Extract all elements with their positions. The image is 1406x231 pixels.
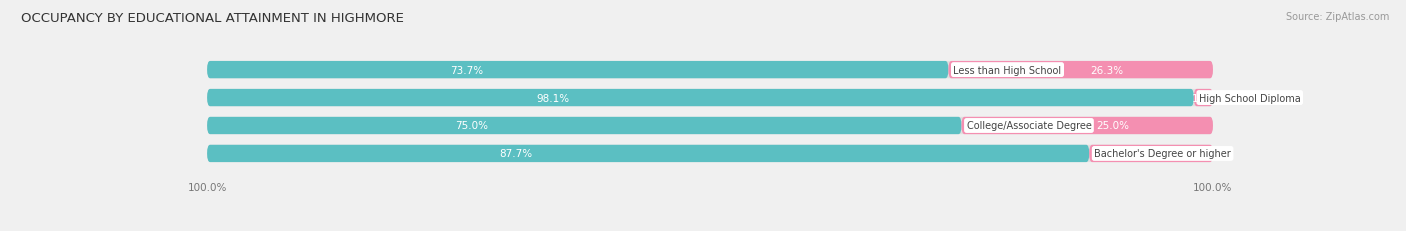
FancyBboxPatch shape (207, 145, 1090, 162)
Text: OCCUPANCY BY EDUCATIONAL ATTAINMENT IN HIGHMORE: OCCUPANCY BY EDUCATIONAL ATTAINMENT IN H… (21, 12, 404, 24)
Text: 73.7%: 73.7% (450, 65, 484, 75)
Text: College/Associate Degree: College/Associate Degree (966, 121, 1091, 131)
Text: High School Diploma: High School Diploma (1199, 93, 1301, 103)
Text: 87.7%: 87.7% (499, 149, 533, 159)
Text: 26.3%: 26.3% (1091, 65, 1123, 75)
Text: Bachelor's Degree or higher: Bachelor's Degree or higher (1094, 149, 1232, 159)
FancyBboxPatch shape (207, 89, 1194, 107)
FancyBboxPatch shape (207, 62, 1213, 79)
FancyBboxPatch shape (207, 89, 1213, 107)
FancyBboxPatch shape (1090, 145, 1213, 162)
Text: 98.1%: 98.1% (536, 93, 569, 103)
FancyBboxPatch shape (1194, 89, 1213, 107)
Text: 75.0%: 75.0% (454, 121, 488, 131)
Text: 1.9%: 1.9% (1192, 93, 1219, 103)
Text: 12.3%: 12.3% (1147, 149, 1180, 159)
FancyBboxPatch shape (207, 62, 949, 79)
FancyBboxPatch shape (207, 117, 962, 135)
Text: Source: ZipAtlas.com: Source: ZipAtlas.com (1285, 12, 1389, 21)
FancyBboxPatch shape (207, 117, 1213, 135)
FancyBboxPatch shape (962, 117, 1213, 135)
Text: Less than High School: Less than High School (953, 65, 1062, 75)
FancyBboxPatch shape (207, 145, 1213, 162)
FancyBboxPatch shape (949, 62, 1213, 79)
Text: 25.0%: 25.0% (1095, 121, 1129, 131)
